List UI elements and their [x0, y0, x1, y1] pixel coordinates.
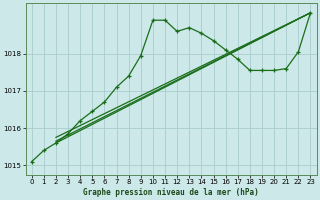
X-axis label: Graphe pression niveau de la mer (hPa): Graphe pression niveau de la mer (hPa)	[83, 188, 259, 197]
